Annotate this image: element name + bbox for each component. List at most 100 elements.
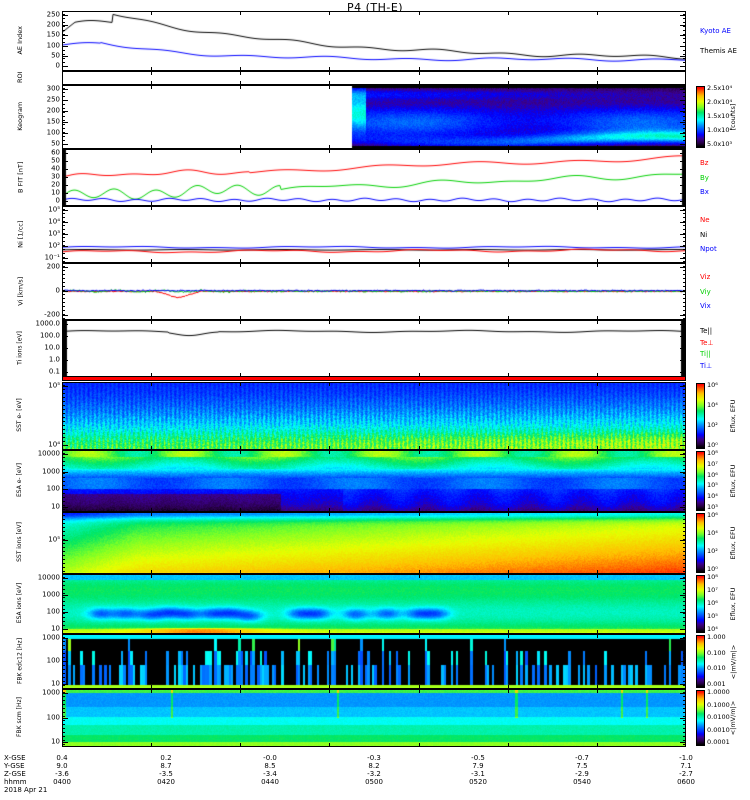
minor-tick — [62, 66, 65, 67]
x-tick — [151, 508, 152, 512]
tick-mark — [680, 372, 686, 373]
minor-tick — [62, 457, 65, 458]
x-tick — [419, 259, 420, 263]
x-tick — [329, 206, 330, 210]
minor-tick — [62, 571, 65, 572]
tick-mark — [62, 291, 68, 292]
x-tick — [240, 145, 241, 149]
minor-tick — [683, 629, 686, 630]
minor-tick — [62, 335, 65, 336]
minor-tick — [62, 661, 65, 662]
plot-area-ti-temperature — [63, 321, 685, 376]
minor-tick — [683, 294, 686, 295]
minor-tick — [683, 42, 686, 43]
minor-tick — [683, 290, 686, 291]
tick-mark — [62, 210, 68, 211]
ytick-b-fit: 30 — [51, 172, 60, 181]
minor-tick — [62, 708, 65, 709]
minor-tick — [683, 144, 686, 145]
minor-tick — [683, 441, 686, 442]
ytick-keogram: 200 — [46, 106, 60, 115]
minor-tick — [62, 323, 65, 324]
x-tick — [597, 259, 598, 263]
minor-tick — [683, 685, 686, 686]
minor-tick — [683, 501, 686, 502]
colorbar-tick-esa-electron: 10⁷ — [707, 459, 718, 468]
minor-tick — [683, 653, 686, 654]
minor-tick — [683, 401, 686, 402]
tick-mark — [62, 324, 68, 325]
colorbar-tick-keogram: 1.0x10⁴ — [707, 125, 733, 134]
minor-tick — [683, 192, 686, 193]
tick-mark — [680, 360, 686, 361]
minor-tick — [62, 229, 65, 230]
minor-tick — [683, 617, 686, 618]
tick-mark — [680, 111, 686, 112]
minor-tick — [62, 30, 65, 31]
minor-tick — [62, 26, 65, 27]
minor-tick — [683, 489, 686, 490]
tick-mark — [62, 472, 68, 473]
minor-tick — [62, 477, 65, 478]
minor-tick — [683, 229, 686, 230]
tick-mark — [62, 578, 68, 579]
axis-value-y-gse-5: 7.5 — [576, 762, 588, 770]
x-tick — [240, 574, 241, 578]
minor-tick — [683, 555, 686, 556]
tick-mark — [62, 177, 68, 178]
colorbar-tick-fbk-edc12: 0.010 — [707, 664, 726, 673]
minor-tick — [62, 351, 65, 352]
x-tick — [240, 743, 241, 747]
x-tick — [240, 71, 241, 75]
minor-tick — [683, 62, 686, 63]
minor-tick — [683, 696, 686, 697]
x-tick — [597, 85, 598, 89]
x-tick — [151, 81, 152, 85]
colorbar-tick-esa-electron: 10⁵ — [707, 481, 718, 490]
minor-tick — [683, 140, 686, 141]
minor-tick — [62, 310, 65, 311]
tick-mark — [62, 336, 68, 337]
ytick-sst-electron: 10⁴ — [48, 440, 60, 449]
x-tick — [329, 85, 330, 89]
x-tick — [597, 81, 598, 85]
minor-tick — [62, 465, 65, 466]
tick-mark — [62, 25, 68, 26]
tick-mark — [680, 684, 686, 685]
tick-mark — [62, 445, 68, 446]
axis-value-x-gse-6: -1.0 — [679, 754, 693, 762]
minor-tick — [683, 481, 686, 482]
tick-mark — [62, 267, 68, 268]
minor-tick — [683, 88, 686, 89]
minor-tick — [683, 46, 686, 47]
ytick-ti-temperature: 10.0 — [44, 343, 60, 352]
minor-tick — [62, 700, 65, 701]
minor-tick — [62, 405, 65, 406]
tick-mark — [680, 315, 686, 316]
minor-tick — [683, 657, 686, 658]
minor-tick — [62, 497, 65, 498]
minor-tick — [62, 581, 65, 582]
minor-tick — [62, 241, 65, 242]
tick-mark — [680, 177, 686, 178]
ytick-ae-index: 200 — [46, 20, 60, 29]
tick-mark — [62, 258, 68, 259]
minor-tick — [683, 732, 686, 733]
minor-tick — [683, 233, 686, 234]
minor-tick — [683, 306, 686, 307]
colorbar-tick-esa-electron: 10⁶ — [707, 470, 718, 479]
tick-mark — [680, 595, 686, 596]
minor-tick — [62, 613, 65, 614]
minor-tick — [683, 323, 686, 324]
x-tick — [597, 512, 598, 516]
x-tick — [597, 689, 598, 693]
tick-mark — [62, 122, 68, 123]
tick-mark — [62, 693, 68, 694]
minor-tick — [62, 213, 65, 214]
minor-tick — [62, 136, 65, 137]
minor-tick — [683, 625, 686, 626]
minor-tick — [62, 473, 65, 474]
ytick-b-fit: 10 — [51, 188, 60, 197]
minor-tick — [62, 744, 65, 745]
tick-mark — [62, 360, 68, 361]
